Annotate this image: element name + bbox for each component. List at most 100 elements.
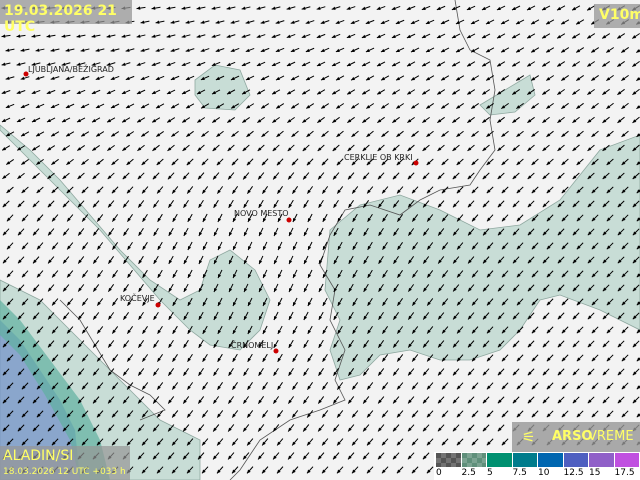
wind-arrow-icon [393, 228, 399, 236]
arso-branding: ⚟ ARSO VREME [512, 422, 640, 452]
wind-arrow-icon [277, 353, 283, 363]
wind-arrow-icon [262, 213, 268, 223]
wind-arrow-icon [545, 75, 555, 81]
wind-arrow-icon [392, 396, 400, 404]
wind-arrow-icon [200, 103, 210, 109]
wind-arrow-icon [151, 117, 161, 123]
wind-arrow-icon [197, 172, 205, 180]
model-name: ALADIN/SI [3, 448, 74, 464]
wind-arrow-icon [36, 270, 44, 278]
wind-arrow-icon [197, 144, 205, 152]
wind-arrow-icon [497, 116, 505, 124]
wind-arrow-icon [546, 130, 554, 138]
city-crnomelj[interactable]: ČRNOMELJ [231, 339, 279, 354]
wind-arrow-icon [348, 200, 354, 208]
wind-arrow-icon [441, 270, 449, 278]
wind-arrow-icon [382, 241, 388, 251]
wind-arrow-icon [21, 298, 29, 306]
wind-arrow-icon [337, 325, 343, 335]
wind-arrow-icon [531, 326, 539, 334]
wind-arrow-icon [112, 270, 118, 278]
wind-arrow-icon [557, 396, 565, 404]
wind-arrow-icon [212, 172, 220, 180]
wind-arrow-icon [636, 273, 640, 278]
wind-arrow-icon [452, 256, 460, 264]
wind-arrow-icon [217, 382, 223, 390]
wind-arrow-icon [501, 354, 509, 362]
wind-arrow-icon [77, 256, 85, 264]
wind-arrow-icon [617, 116, 625, 124]
wind-arrow-icon [335, 75, 345, 81]
wind-arrow-icon [378, 227, 384, 237]
wind-arrow-icon [392, 116, 400, 124]
wind-arrow-icon [6, 298, 14, 306]
wind-arrow-icon [200, 75, 210, 81]
wind-arrow-icon [576, 158, 584, 166]
wind-arrow-icon [527, 200, 535, 208]
city-cerklje[interactable]: CERKLJE OB KRKI [344, 153, 419, 166]
wind-arrow-icon [497, 424, 505, 432]
wind-arrow-icon [182, 396, 190, 404]
wind-arrow-icon [275, 103, 285, 109]
wind-arrow-icon [363, 227, 369, 237]
wind-arrow-icon [258, 311, 264, 321]
wind-arrow-icon [92, 256, 100, 264]
wind-arrow-icon [546, 158, 554, 166]
city-ljubljana[interactable]: LJUBLJANA/BEŽIGRAD [23, 63, 114, 77]
wind-arrow-icon [392, 424, 400, 432]
wind-arrow-icon [35, 48, 45, 52]
wind-arrow-icon [215, 75, 225, 81]
wind-arrow-icon [425, 47, 435, 53]
wind-arrow-icon [2, 312, 10, 320]
wind-arrow-icon [587, 116, 595, 124]
wind-arrow-icon [501, 298, 509, 306]
wind-arrow-icon [632, 312, 640, 320]
wind-arrow-icon [95, 75, 105, 81]
wind-arrow-icon [2, 368, 10, 376]
wind-arrow-icon [546, 354, 554, 362]
wind-arrow-icon [422, 172, 430, 180]
wind-arrow-icon [187, 297, 193, 307]
wind-arrow-icon [591, 298, 599, 306]
wind-arrow-icon [211, 117, 221, 123]
wind-arrow-icon [576, 326, 584, 334]
wind-arrow-icon [571, 61, 581, 67]
city-kocevje[interactable]: KOČEVJE [120, 292, 161, 308]
wind-arrow-icon [481, 33, 491, 39]
wind-arrow-icon [471, 298, 479, 306]
wind-arrow-icon [288, 227, 294, 237]
wind-arrow-icon [376, 89, 386, 95]
wind-arrow-icon [81, 410, 89, 418]
wind-arrow-icon [202, 241, 208, 251]
wind-arrow-icon [186, 130, 194, 138]
wind-arrow-icon [591, 186, 599, 194]
wind-arrow-icon [247, 269, 253, 279]
wind-arrow-icon [247, 213, 253, 223]
wind-arrow-icon [227, 117, 235, 123]
wind-arrow-icon [91, 62, 101, 66]
wind-arrow-icon [576, 130, 584, 138]
wind-arrow-icon [231, 186, 239, 194]
wind-arrow-icon [632, 340, 640, 348]
wind-arrow-icon [96, 214, 104, 222]
wind-arrow-icon [485, 47, 495, 53]
city-novo-mesto[interactable]: NOVO MESTO [234, 209, 292, 223]
wind-arrow-icon [546, 102, 554, 110]
wind-arrow-icon [456, 354, 464, 362]
wind-arrow-icon [361, 61, 371, 67]
wind-arrow-icon [61, 62, 71, 66]
wind-arrow-icon [126, 438, 134, 446]
wind-arrow-icon [32, 396, 40, 404]
wind-arrow-icon [591, 410, 599, 418]
wind-arrow-icon [511, 89, 521, 95]
wind-arrow-icon [66, 354, 74, 362]
wind-arrow-icon [243, 227, 249, 237]
wind-arrow-icon [17, 284, 25, 292]
wind-arrow-icon [456, 438, 464, 446]
wind-arrow-icon [136, 89, 146, 95]
wind-arrow-icon [187, 325, 193, 335]
wind-arrow-icon [275, 47, 285, 53]
wind-arrow-icon [306, 466, 314, 474]
wind-arrow-icon [277, 325, 283, 335]
wind-arrow-icon [571, 33, 581, 39]
